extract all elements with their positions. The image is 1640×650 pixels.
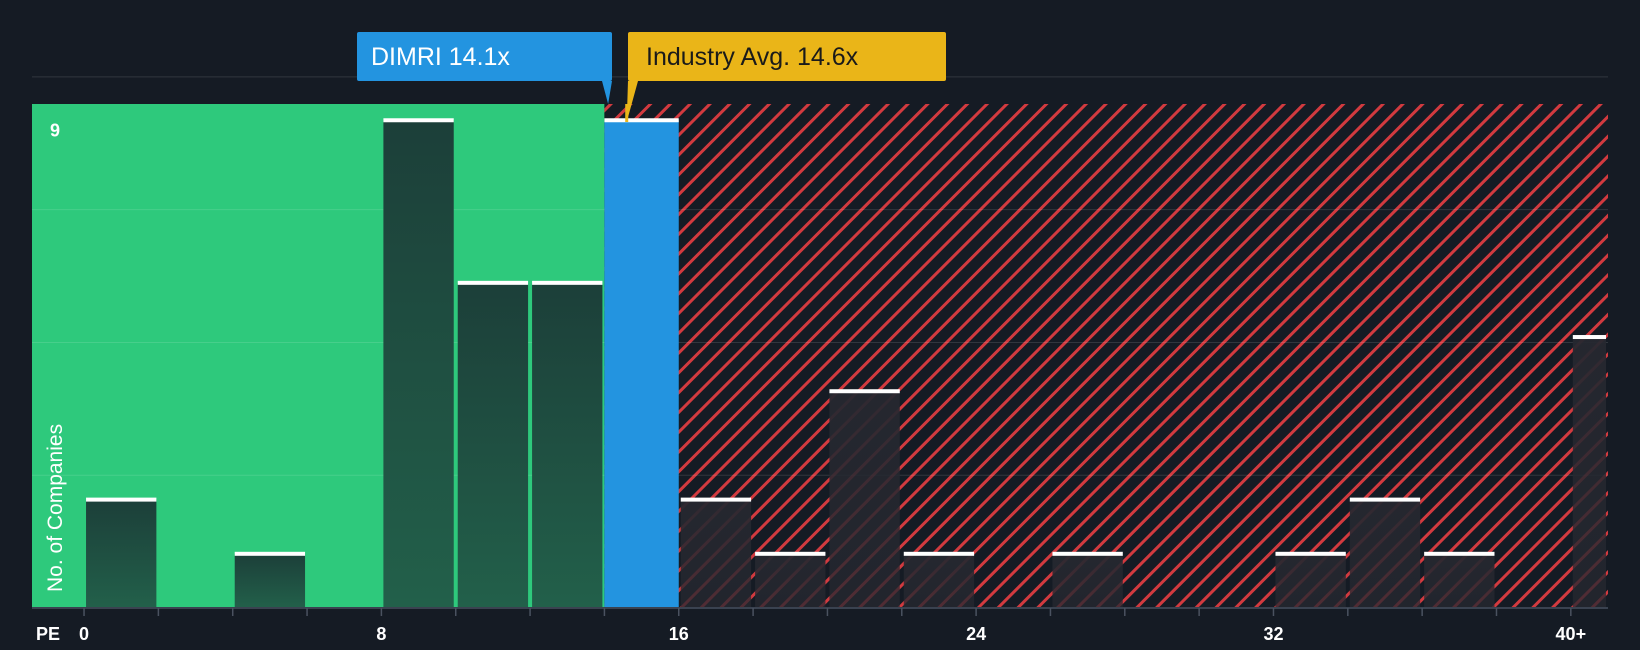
- bar-14-16: [604, 120, 679, 609]
- x-tick-label: 8: [376, 624, 386, 644]
- callouts: DIMRI 14.1x Industry Avg. 14.6x: [357, 32, 946, 122]
- highlight-callout-label: DIMRI 14.1x: [371, 43, 510, 71]
- highlight-callout-pointer: [602, 81, 612, 104]
- bar-32-34: [1275, 553, 1346, 608]
- x-tick-label: 0: [79, 624, 89, 644]
- bar-cap: [1275, 551, 1346, 556]
- bar-cap: [532, 280, 603, 285]
- y-axis-label: No. of Companies: [44, 424, 67, 592]
- bar-cap: [1572, 335, 1606, 340]
- bar-cap: [383, 118, 454, 123]
- x-axis-label: PE: [36, 624, 60, 644]
- bar-cap: [234, 551, 306, 556]
- highlight-callout-box: [357, 32, 612, 81]
- bar-4-6: [234, 553, 306, 608]
- bar-20-22: [829, 391, 900, 608]
- industry-avg-callout-box: [628, 32, 946, 81]
- bar-12-14: [532, 282, 603, 608]
- bar-34-36: [1349, 499, 1421, 608]
- x-tick-label: 40+: [1556, 624, 1587, 644]
- bar-0-2: [86, 499, 157, 608]
- bar-22-24: [903, 553, 975, 608]
- bar-cap: [755, 551, 826, 556]
- region-above-average: [604, 104, 1608, 608]
- y-axis: 9: [50, 120, 60, 140]
- bar-cap: [457, 280, 529, 285]
- bar-cap: [1349, 497, 1421, 502]
- x-tick-label: 24: [966, 624, 986, 644]
- industry-avg-callout-label: Industry Avg. 14.6x: [646, 43, 859, 71]
- bar-18-20: [755, 553, 826, 608]
- bar-8-10: [383, 120, 454, 609]
- bar-36-38: [1424, 553, 1495, 608]
- bar-cap: [1052, 551, 1123, 556]
- x-axis: 0 8 16 24 32 40+ PE: [32, 607, 1608, 644]
- bar-cap: [86, 497, 157, 502]
- bars: [86, 118, 1606, 609]
- bar-cap: [903, 551, 975, 556]
- bar-cap: [1424, 551, 1495, 556]
- bar-26-28: [1052, 553, 1123, 608]
- bar-40-41: [1572, 337, 1606, 608]
- industry-avg-callout-pointer: [626, 81, 638, 122]
- bar-cap: [604, 118, 679, 123]
- bar-10-12: [457, 282, 529, 608]
- bar-16-18: [680, 499, 752, 608]
- bar-cap: [829, 389, 900, 394]
- x-tick-label: 32: [1263, 624, 1283, 644]
- y-tick-label: 9: [50, 120, 60, 140]
- bar-cap: [680, 497, 752, 502]
- x-tick-label: 16: [669, 624, 689, 644]
